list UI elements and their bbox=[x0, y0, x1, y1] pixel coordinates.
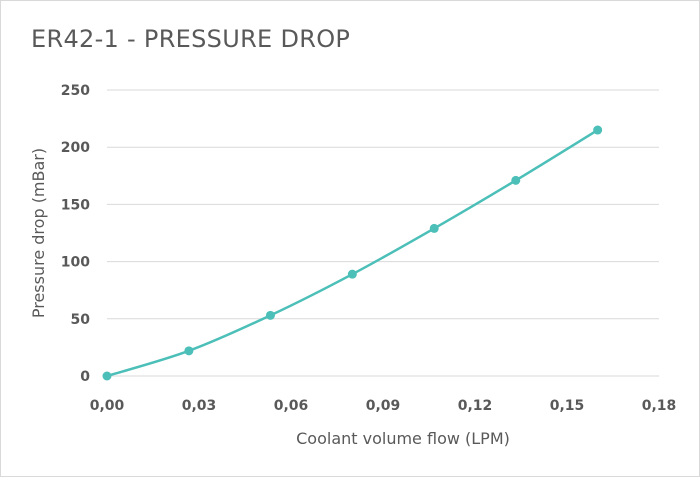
data-point bbox=[511, 175, 521, 185]
x-tick-label: 0,00 bbox=[90, 398, 125, 414]
y-axis-label: Pressure drop (mBar) bbox=[29, 148, 48, 318]
y-tick-label: 100 bbox=[61, 255, 90, 271]
y-tick-label: 200 bbox=[61, 140, 90, 156]
data-point bbox=[265, 310, 275, 320]
x-tick-label: 0,03 bbox=[182, 398, 217, 414]
x-tick-label: 0,09 bbox=[366, 398, 401, 414]
data-point bbox=[593, 125, 603, 135]
x-tick-label: 0,18 bbox=[642, 398, 677, 414]
y-tick-label: 50 bbox=[71, 312, 91, 328]
x-tick-label: 0,06 bbox=[274, 398, 309, 414]
y-tick-label: 150 bbox=[61, 197, 90, 213]
series-line bbox=[106, 128, 599, 378]
y-tick-label: 0 bbox=[80, 369, 90, 385]
data-point bbox=[347, 269, 357, 279]
data-point bbox=[429, 223, 439, 233]
x-tick-label: 0,12 bbox=[458, 398, 493, 414]
x-axis-label: Coolant volume flow (LPM) bbox=[296, 429, 510, 448]
chart-title: ER42-1 - PRESSURE DROP bbox=[31, 25, 351, 53]
y-tick-label: 250 bbox=[61, 83, 90, 99]
data-point bbox=[102, 371, 112, 381]
data-point bbox=[184, 346, 194, 356]
x-tick-label: 0,15 bbox=[550, 398, 585, 414]
